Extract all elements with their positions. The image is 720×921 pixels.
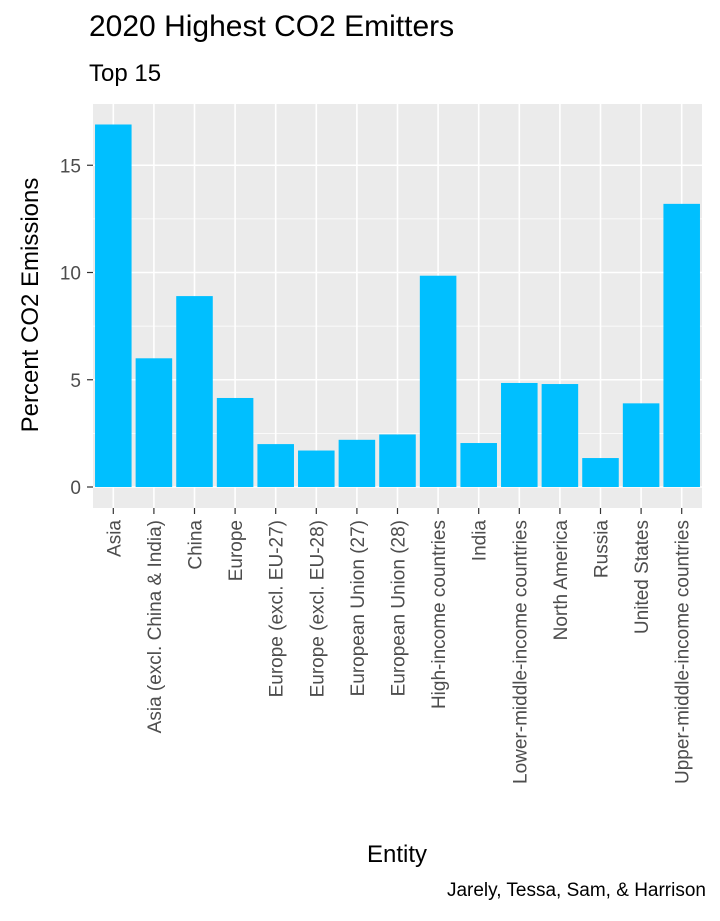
bar [298,450,335,487]
x-tick-label: United States [632,520,653,634]
bar [257,444,294,487]
bar [460,443,497,487]
x-tick-label: Asia [104,520,125,557]
bar [622,403,660,487]
bar [216,397,254,487]
x-tick-label: Europe [226,520,247,581]
y-tick-label: 0 [70,478,81,499]
x-tick-label: European Union (27) [348,520,369,696]
chart-title: 2020 Highest CO2 Emitters [89,10,455,43]
x-tick-label: Europe (excl. EU-27) [267,520,288,697]
x-tick-label: North America [551,520,572,641]
chart-caption: Jarely, Tessa, Sam, & Harrison [446,880,706,901]
bar [135,358,173,487]
bar [176,296,213,487]
bar [541,384,579,487]
x-tick-label: China [186,520,207,570]
x-tick-label: India [470,520,491,562]
x-tick-label: European Union (28) [389,520,410,696]
bar [582,458,619,487]
chart-subtitle: Top 15 [89,60,162,87]
y-axis-title: Percent CO2 Emissions [17,178,44,433]
x-axis: Asia Asia (excl. China & India) China Europ… [104,508,694,784]
y-tick-label: 5 [70,371,81,392]
x-axis-title: Entity [367,841,427,868]
x-tick-label: High-income countries [429,520,450,709]
bar [379,434,416,487]
bar [95,124,132,488]
x-tick-label: Europe (excl. EU-28) [307,520,328,697]
bars [95,124,700,488]
x-tick-label: Asia (excl. China & India) [145,520,166,733]
y-tick-label: 15 [60,156,81,177]
x-tick-label: Upper-middle-income countries [673,520,694,784]
bar [501,382,538,487]
bar [338,439,376,487]
y-axis: 0 5 10 15 [60,156,93,499]
y-tick-label: 10 [60,264,81,285]
x-tick-label: Lower-middle-income countries [510,520,531,784]
x-tick-label: Russia [592,520,613,579]
bar [663,203,700,488]
bar [419,275,457,487]
